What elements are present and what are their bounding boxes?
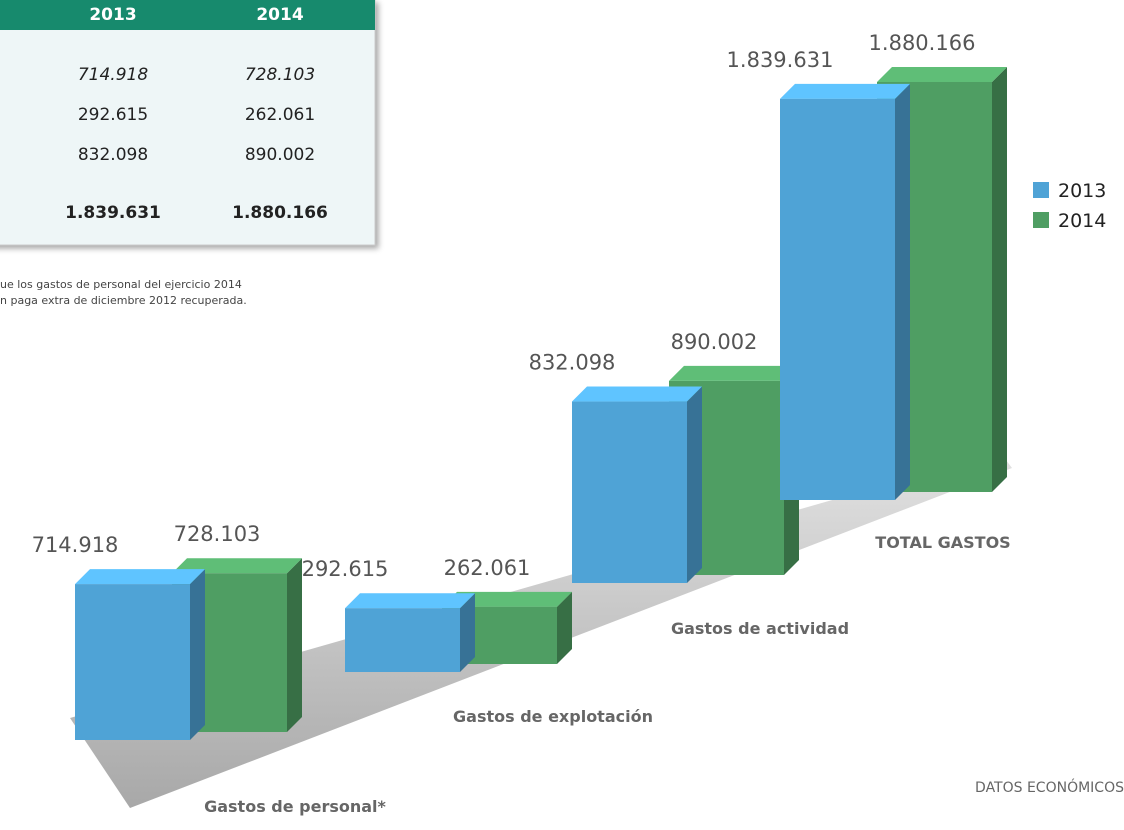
legend-swatch [1033,182,1049,198]
bar [572,401,687,583]
table-cell: 1.839.631 [65,203,161,223]
table-cell: 714.918 [78,65,148,85]
legend-label: 2013 [1058,180,1106,202]
table-header [0,0,375,30]
table-box [0,0,376,246]
table-cell: 890.002 [245,145,315,165]
note: ue los gastos de personal del ejercicio … [0,278,242,291]
category-label: Gastos de explotación [453,707,653,726]
bar-side [460,593,475,672]
value-label: 1.880.166 [869,31,976,55]
value-label: 728.103 [174,522,261,546]
legend-swatch [1033,212,1049,228]
bar [75,584,190,740]
footer: DATOS ECONÓMICOS [975,778,1124,796]
bar-top [75,569,205,585]
bar-side [190,569,205,740]
bar-top [669,365,799,381]
value-label: 890.002 [671,330,758,354]
category-label: Gastos de actividad [671,619,849,638]
value-label: 1.839.631 [727,48,834,72]
note: n paga extra de diciembre 2012 recuperad… [0,294,247,307]
header-cell: 2013 [89,5,136,25]
category-label: TOTAL GASTOS [875,533,1010,552]
value-label: 262.061 [444,556,531,580]
legend-label: 2014 [1058,210,1106,232]
bar [780,98,895,501]
bar-top [780,83,910,99]
table-cell: 832.098 [78,145,148,165]
table-cell: 292.615 [78,105,148,125]
table-cell: 262.061 [245,105,315,125]
bar-top [345,593,475,609]
bar-side [287,558,302,732]
table-cell: 1.880.166 [232,203,328,223]
bar-top [877,67,1007,82]
category-label: Gastos de personal* [204,797,386,816]
bar [345,608,460,672]
bar-side [992,67,1007,492]
table-cell: 728.103 [245,65,315,85]
bar-side [895,83,910,501]
value-label: 714.918 [32,533,119,557]
bar-top [572,386,702,402]
value-label: 832.098 [529,351,616,375]
bar-side [557,591,572,664]
bar-side [687,386,702,583]
value-label: 292.615 [302,557,389,581]
header-cell: 2014 [256,5,303,25]
